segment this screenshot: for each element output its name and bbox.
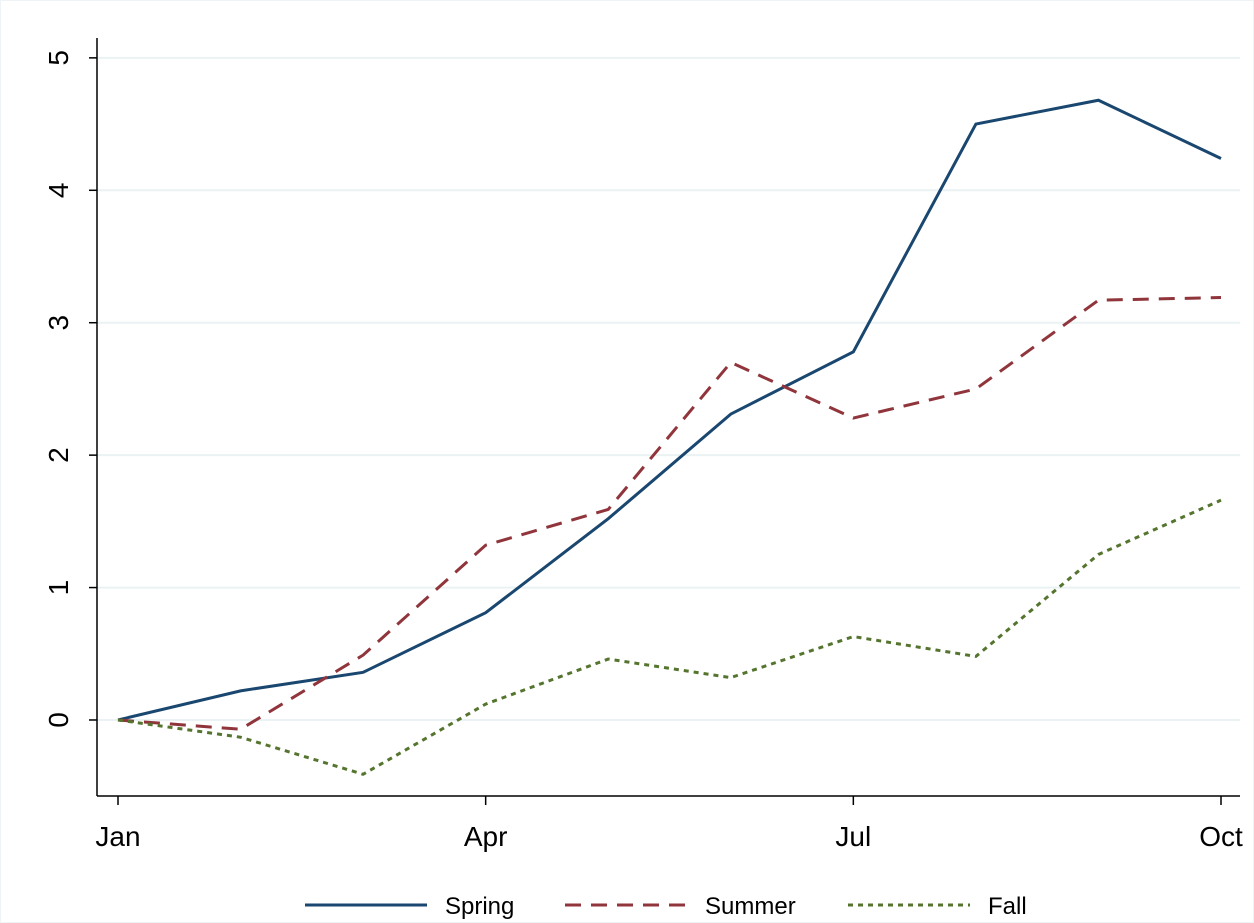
series-line <box>117 296 1222 731</box>
y-tick-label: 2 <box>43 447 74 463</box>
series-line <box>117 498 1222 776</box>
x-tick-label: Oct <box>1199 821 1243 852</box>
x-tick-label: Jan <box>95 821 140 852</box>
x-tick-label: Apr <box>464 821 508 852</box>
legend-label: Fall <box>988 893 1027 920</box>
y-tick-label: 1 <box>43 580 74 596</box>
y-tick-label: 5 <box>43 50 74 66</box>
y-tick-label: 4 <box>43 182 74 198</box>
series-line <box>117 98 1222 722</box>
y-tick-label: 0 <box>43 712 74 728</box>
legend-label: Spring <box>445 893 514 920</box>
legend-label: Summer <box>705 893 796 920</box>
x-tick-label: Jul <box>835 821 871 852</box>
y-tick-label: 3 <box>43 315 74 331</box>
